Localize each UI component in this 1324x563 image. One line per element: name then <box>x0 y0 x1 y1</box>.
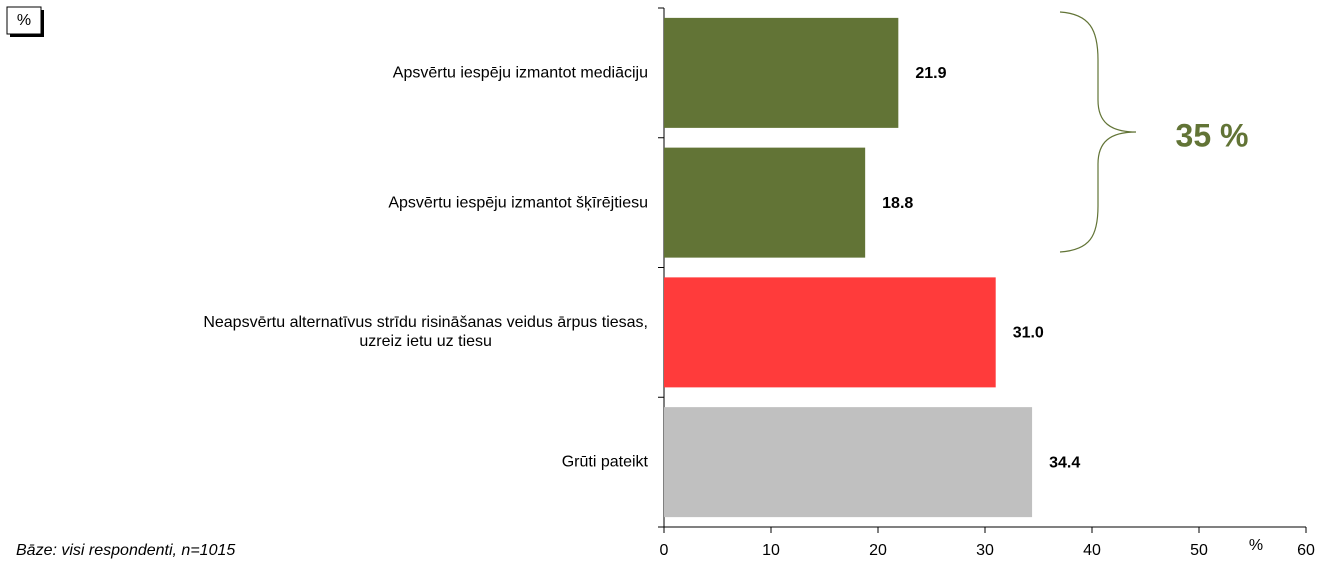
value-label: 31.0 <box>1013 325 1044 342</box>
x-tick-label: 0 <box>660 542 669 559</box>
value-label: 34.4 <box>1049 454 1080 471</box>
unit-box <box>6 6 42 35</box>
category-label: Neapsvērtu alternatīvus strīdu risināšan… <box>203 314 648 351</box>
x-tick-label: 60 <box>1297 542 1315 559</box>
category-label: Grūti pateikt <box>561 453 648 471</box>
group-annotation: 35 % <box>1176 117 1249 153</box>
bar <box>664 17 899 128</box>
x-tick-label: 30 <box>976 542 994 559</box>
category-label: Apsvērtu iespēju izmantot šķīrējtiesu <box>388 194 648 212</box>
bar <box>664 407 1033 518</box>
footnote: Bāze: visi respondenti, n=1015 <box>16 542 235 559</box>
x-unit: % <box>1249 537 1263 554</box>
category-label-box: Apsvērtu iespēju izmantot šķīrējtiesu <box>388 193 648 212</box>
category-label-box: Apsvērtu iespēju izmantot mediāciju <box>393 63 648 82</box>
x-tick-label: 40 <box>1083 542 1101 559</box>
x-tick-label: 10 <box>762 542 780 559</box>
category-label-box: Neapsvērtu alternatīvus strīdu risināšan… <box>203 313 648 351</box>
category-label: Apsvērtu iespēju izmantot mediāciju <box>392 64 648 82</box>
x-tick-label: 50 <box>1190 542 1208 559</box>
value-label: 18.8 <box>882 195 913 212</box>
unit-box-label: % <box>17 12 31 29</box>
bar <box>664 147 866 258</box>
brace <box>1059 11 1137 253</box>
category-label-box: Grūti pateikt <box>562 453 648 472</box>
value-label: 21.9 <box>915 65 946 82</box>
bar <box>664 277 996 388</box>
x-tick-label: 20 <box>869 542 887 559</box>
